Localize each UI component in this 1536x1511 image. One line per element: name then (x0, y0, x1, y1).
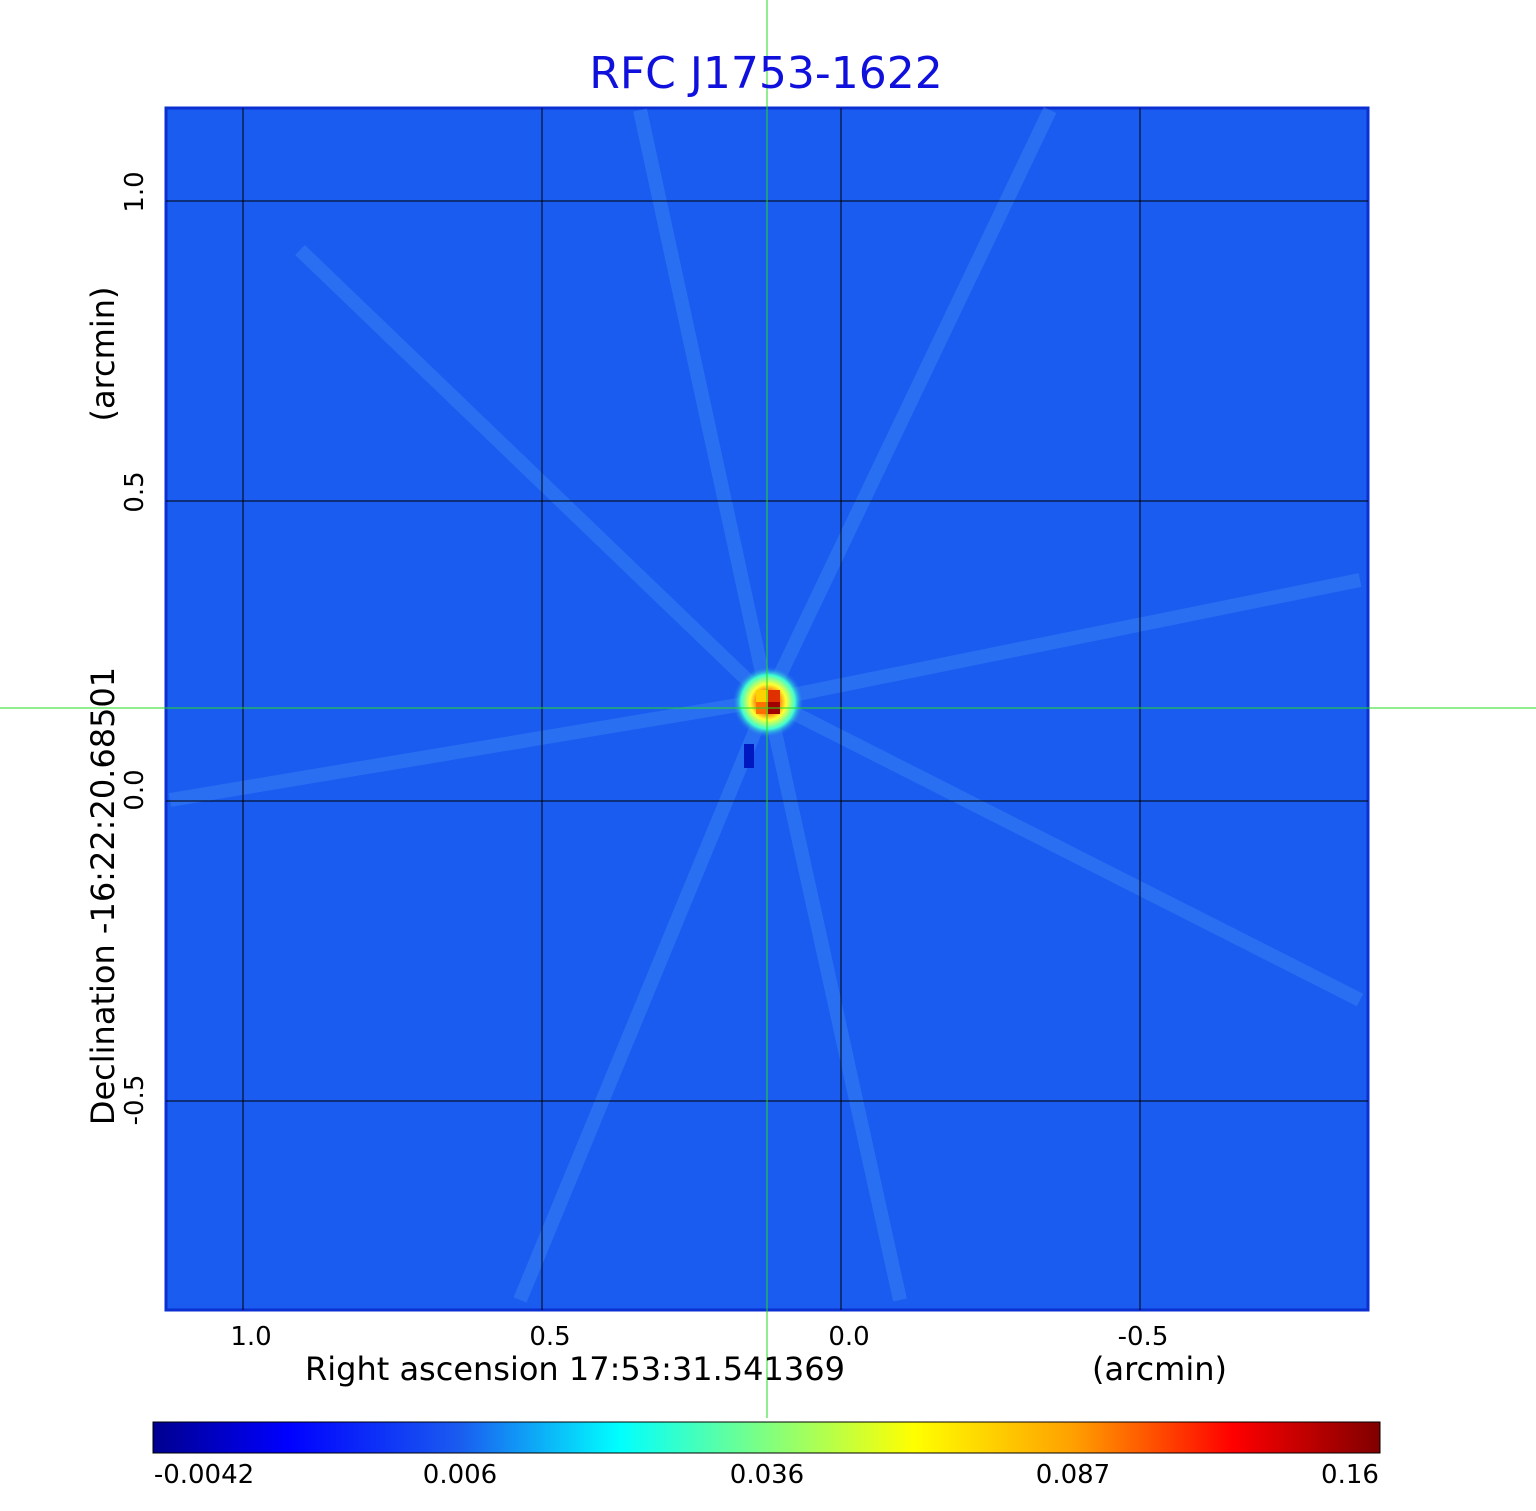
y-tick-label: 1.0 (120, 171, 150, 213)
colorbar-tick-label: -0.0042 (153, 1460, 255, 1490)
colorbar-tick-label: 0.16 (1321, 1460, 1379, 1490)
y-tick-label: 0.5 (120, 471, 150, 513)
sidelobe-pattern (168, 106, 1364, 1303)
x-tick-label: 0.5 (529, 1322, 571, 1352)
colorbar-tick-label: 0.087 (1035, 1460, 1111, 1490)
y-axis-label: Declination -16:22:20.68501 (84, 666, 122, 1126)
coordinate-grid (166, 108, 1368, 1310)
y-axis-unit: (arcmin) (84, 286, 122, 422)
x-tick-label: 1.0 (230, 1322, 272, 1352)
x-axis-label: Right ascension 17:53:31.541369 (305, 1350, 845, 1388)
colorbar-tick-label: 0.036 (729, 1460, 805, 1490)
colorbar-tick-label: 0.006 (422, 1460, 498, 1490)
crosshair (0, 0, 1536, 1418)
colorbar (152, 1421, 1381, 1454)
x-axis-unit: (arcmin) (1092, 1350, 1227, 1388)
y-tick-label: -0.5 (120, 1074, 150, 1126)
x-tick-label: -0.5 (1117, 1322, 1169, 1352)
plot-title: RFC J1753-1622 (589, 48, 943, 99)
x-tick-label: 0.0 (828, 1322, 870, 1352)
radio-source (732, 666, 804, 768)
y-tick-label: 0.0 (120, 769, 150, 811)
